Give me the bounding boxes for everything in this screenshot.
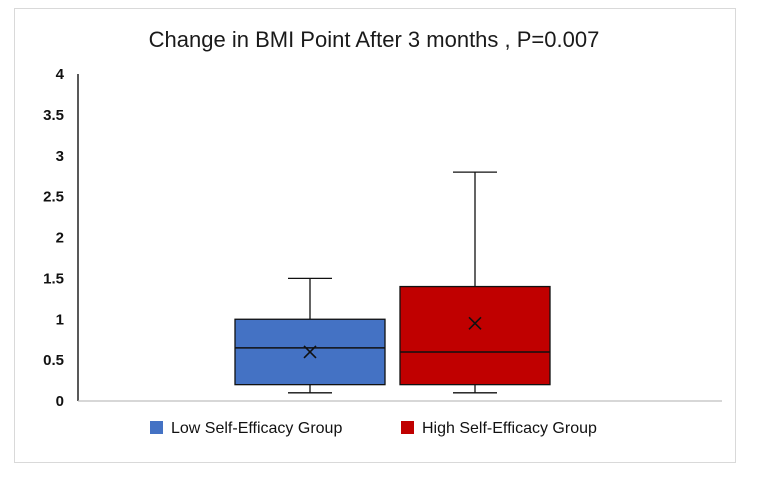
chart-frame bbox=[14, 8, 736, 463]
chart-title: Change in BMI Point After 3 months , P=0… bbox=[149, 27, 600, 52]
box-series bbox=[234, 171, 551, 394]
mean-marker-stroke bbox=[468, 316, 482, 330]
legend-item: Low Self-Efficacy Group bbox=[150, 420, 342, 437]
mean-marker bbox=[303, 345, 317, 359]
legend-item: High Self-Efficacy Group bbox=[401, 420, 597, 437]
box-low-self-efficacy bbox=[234, 277, 386, 394]
legend-swatch bbox=[150, 421, 163, 434]
y-tick-label: 2 bbox=[56, 230, 64, 247]
y-axis: 0 0.5 1 1.5 2 2.5 3 3.5 4 bbox=[43, 66, 79, 410]
box-high-self-efficacy bbox=[399, 171, 551, 394]
legend-label: High Self-Efficacy Group bbox=[422, 420, 597, 437]
y-tick-label: 4 bbox=[56, 66, 65, 83]
mean-marker-stroke bbox=[303, 345, 317, 359]
y-tick-label: 1 bbox=[56, 311, 64, 328]
y-tick-label: 3.5 bbox=[43, 107, 64, 124]
legend-label: Low Self-Efficacy Group bbox=[171, 420, 342, 437]
y-tick-label: 0.5 bbox=[43, 352, 64, 369]
y-tick-label: 2.5 bbox=[43, 189, 64, 206]
y-tick-label: 3 bbox=[56, 148, 64, 165]
legend: Low Self-Efficacy Group High Self-Efficac… bbox=[150, 420, 597, 437]
mean-marker bbox=[468, 316, 482, 330]
legend-swatch bbox=[401, 421, 414, 434]
interquartile-box bbox=[399, 285, 551, 386]
y-tick-label: 0 bbox=[56, 393, 64, 410]
y-tick-label: 1.5 bbox=[43, 270, 64, 287]
